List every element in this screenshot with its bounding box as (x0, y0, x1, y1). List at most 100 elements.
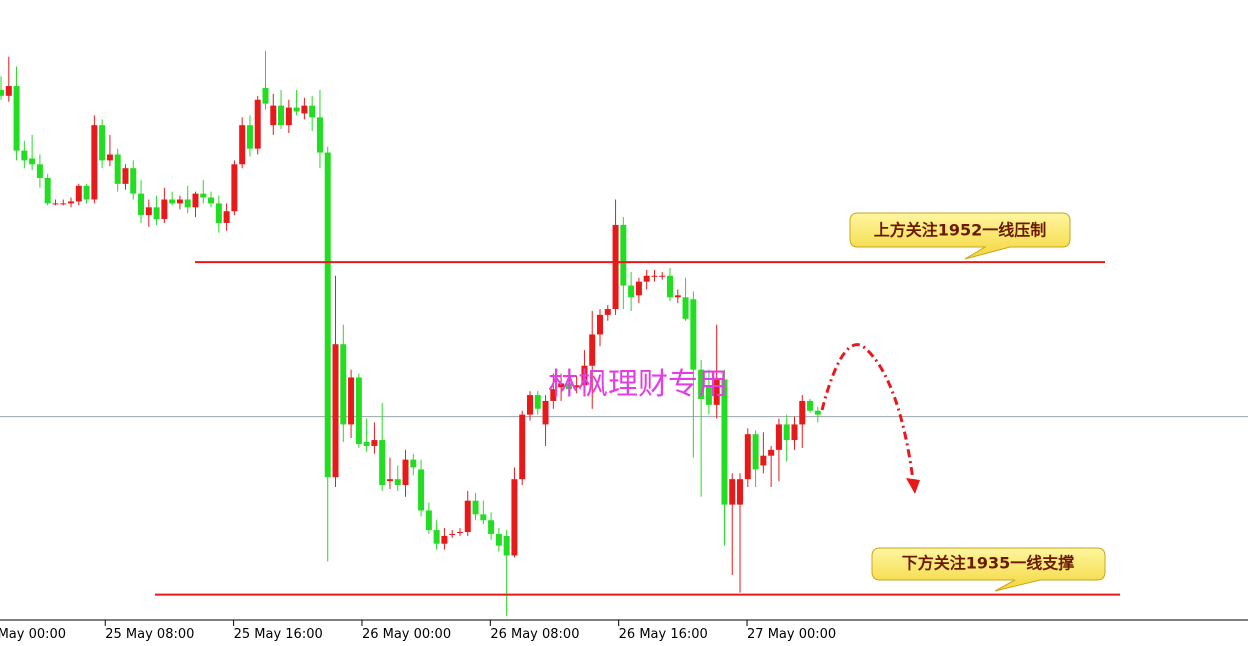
candle-body (667, 275, 674, 298)
candle-body (394, 479, 401, 486)
candle-body (511, 479, 518, 556)
candle-body (449, 533, 456, 535)
candle-body (620, 224, 627, 286)
candle-body (363, 442, 370, 446)
x-tick-label: 27 May 00:00 (747, 627, 836, 642)
candle-body (246, 125, 253, 149)
candle-body (44, 177, 51, 204)
candle-body (332, 344, 339, 478)
candle-body (760, 455, 767, 466)
candle-body (192, 193, 199, 208)
candle-body (99, 125, 106, 161)
candle-body (5, 86, 12, 96)
candle-body (814, 410, 821, 415)
candle-body (60, 203, 67, 205)
candle-body (169, 199, 176, 204)
candle-body (472, 500, 479, 515)
candle-body (690, 299, 697, 370)
x-tick-label: 26 May 08:00 (490, 627, 579, 642)
candle-body (433, 530, 440, 544)
candle-body (729, 479, 736, 505)
candle-body (612, 224, 619, 310)
candle-body (674, 295, 681, 298)
candle-body (783, 424, 790, 441)
candle-body (589, 334, 596, 366)
candle-body (768, 449, 775, 456)
candle-body (713, 379, 720, 405)
resistance-note: 上方关注1952一线压制 (874, 221, 1047, 240)
x-tick-label: 25 May 16:00 (234, 627, 323, 642)
candle-body (340, 344, 347, 425)
candle-body (628, 285, 635, 298)
candle-body (791, 424, 798, 441)
candle-body (488, 520, 495, 534)
candle-body (29, 158, 36, 165)
candle-body (744, 434, 751, 480)
candle-body (698, 369, 705, 399)
candle-body (425, 510, 432, 531)
candle-body (737, 479, 744, 505)
candle-body (721, 379, 728, 505)
candle-body (75, 185, 82, 202)
candle-body (316, 117, 323, 153)
candle-body (106, 154, 113, 161)
candle-body (565, 383, 572, 390)
candle-body (145, 207, 152, 216)
projection-arrow (820, 343, 915, 481)
candle-body (223, 211, 230, 223)
candle-body (503, 535, 510, 556)
candle-body (659, 275, 666, 277)
candle-body (355, 377, 362, 444)
candle-body (402, 459, 409, 486)
candle-body (130, 168, 137, 194)
candle-body (83, 185, 90, 200)
arrow-head (906, 478, 920, 494)
candle-body (208, 197, 215, 204)
candle-body (464, 500, 471, 532)
candle-body (231, 164, 238, 212)
candle-body (176, 199, 183, 204)
candle-body (775, 424, 782, 450)
candle-body (441, 535, 448, 544)
candle-body (495, 533, 502, 546)
x-tick-label: 26 May 00:00 (362, 627, 451, 642)
candle-body (418, 469, 425, 511)
candle-body (410, 459, 417, 468)
candle-body (534, 395, 541, 409)
candle-body (635, 281, 642, 296)
candle-body (309, 105, 316, 118)
x-tick-label: 26 May 16:00 (619, 627, 708, 642)
watermark: 林枫理财专用 (548, 367, 728, 402)
candle-body (138, 193, 145, 216)
candle-body (519, 414, 526, 480)
candle-body (651, 275, 658, 277)
candle-body (200, 193, 207, 198)
candle-body (379, 440, 386, 486)
candle-body (114, 154, 121, 184)
candle-body (386, 479, 393, 482)
candle-body (542, 400, 549, 425)
candle-body (682, 297, 689, 319)
candle-body (348, 377, 355, 425)
candle-body (153, 207, 160, 220)
candle-body (573, 385, 580, 388)
x-tick-label: 25 May 00:00 (0, 627, 66, 642)
candle-body (52, 203, 59, 205)
candle-body (13, 86, 20, 151)
candle-body (293, 107, 300, 112)
candle-body (604, 309, 611, 315)
candle-body (301, 105, 308, 114)
candle-body (254, 99, 261, 149)
candle-body (184, 199, 191, 208)
support-note: 下方关注1935一线支撑 (902, 554, 1075, 573)
candle-body (597, 314, 604, 335)
candle-body (278, 105, 285, 126)
candle-body (705, 385, 712, 405)
callout-box (871, 547, 1106, 592)
candle-body (371, 440, 378, 446)
candle-body (324, 152, 331, 478)
candle-body (91, 125, 98, 200)
candle-body (122, 168, 129, 184)
